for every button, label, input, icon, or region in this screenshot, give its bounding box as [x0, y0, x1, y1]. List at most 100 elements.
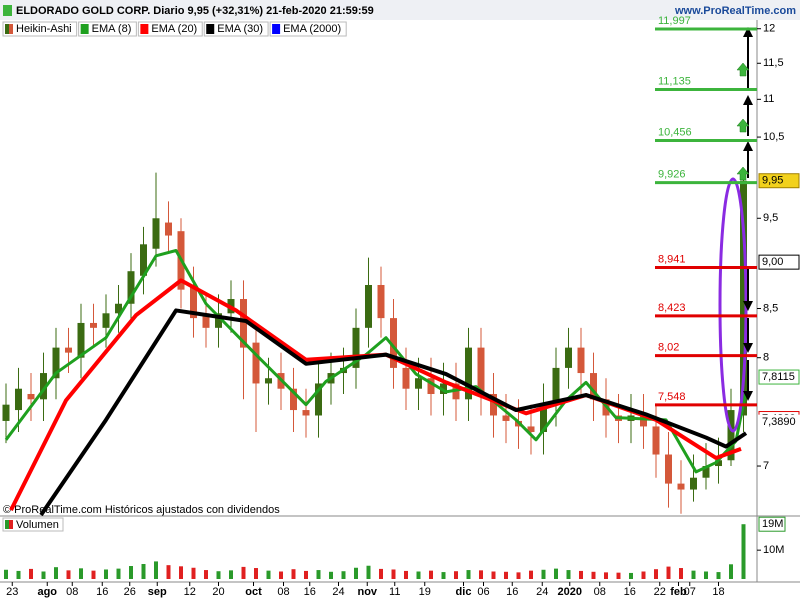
candle-body [677, 483, 685, 490]
legend-swatch [9, 24, 13, 34]
price-marker [758, 254, 800, 270]
candle-body [77, 322, 85, 358]
candle-body [715, 460, 722, 467]
volume-bar [591, 571, 596, 579]
ema-line [4, 249, 748, 474]
level-label: 11,997 [658, 15, 691, 27]
candle-body [565, 347, 572, 368]
legend-swatch [140, 24, 149, 34]
y-tick-label: 10,5 [763, 131, 784, 143]
legend-box [78, 21, 137, 37]
volume-bar [79, 568, 83, 579]
volume-bar [266, 570, 271, 579]
volume-bar [479, 570, 483, 579]
volume-bar [154, 561, 158, 579]
header-bar [0, 0, 800, 20]
level-label: 11,135 [658, 75, 691, 87]
volume-bar [316, 570, 321, 579]
legend-box [137, 21, 203, 37]
candle-body [502, 415, 510, 421]
x-tick-label: 16 [506, 586, 518, 598]
legend-label: EMA (2000) [283, 23, 341, 35]
x-tick-label: ago [37, 586, 57, 598]
legend-box [203, 21, 269, 37]
x-tick-label: 07 [684, 586, 696, 598]
volume-bar [641, 571, 646, 579]
candle-body [415, 378, 422, 389]
x-tick-label: 26 [124, 586, 136, 598]
candle-body [465, 347, 472, 400]
candle-body [2, 404, 10, 421]
candle-body [140, 244, 147, 276]
y-tick-label: 9,5 [763, 212, 778, 224]
legend-label: EMA (30) [217, 23, 263, 35]
y-tick-label: 11,5 [763, 57, 784, 69]
volume-bar [441, 572, 446, 579]
y-tick-label: 11 [763, 93, 774, 105]
y-tick-label: 12 [763, 23, 775, 35]
price-marker [758, 173, 800, 189]
x-tick-label: 12 [184, 586, 196, 598]
volume-marker-label: 19M [762, 518, 783, 530]
volume-bar [354, 567, 358, 579]
candle-body [265, 378, 272, 384]
volume-bar [616, 572, 621, 579]
candle-body [427, 378, 435, 394]
candle-body [477, 347, 485, 394]
candle-body [352, 327, 360, 368]
volume-bar [241, 566, 246, 579]
volume-bar [291, 569, 296, 579]
volume-bar [404, 570, 408, 579]
level-label: 9,926 [658, 169, 686, 181]
candle-body [390, 318, 397, 368]
volume-bar [116, 568, 121, 579]
volume-bar [729, 564, 733, 579]
volume-bar [454, 571, 458, 579]
volume-bar [54, 567, 58, 579]
candle-body [527, 426, 535, 432]
site: www.ProRealTime.com [674, 5, 796, 17]
volume-bar [541, 569, 546, 579]
candle-body [490, 393, 497, 416]
volume-bar [629, 572, 633, 579]
volume-bar [566, 570, 571, 579]
level-label: 8,941 [658, 253, 686, 265]
x-tick-label: 11 [389, 586, 400, 598]
volume-bar [16, 570, 21, 579]
candle-body [202, 313, 210, 328]
level-label: 10,456 [658, 126, 692, 138]
x-tick-label: 23 [6, 586, 18, 598]
legend-label: EMA (8) [92, 23, 132, 35]
volume-bar [141, 564, 146, 579]
volume-bar [66, 570, 71, 579]
volume-bar [4, 569, 8, 579]
price-marker [758, 414, 800, 430]
volume-bar [329, 571, 333, 579]
volume-bar [379, 568, 383, 579]
volume-bar [704, 571, 708, 579]
candle-body [315, 383, 322, 416]
level-label: 8,02 [658, 342, 679, 354]
legend-swatch [272, 24, 281, 34]
volume-bar [229, 570, 233, 579]
candle-body [652, 426, 660, 455]
price-marker-label: 9,00 [762, 256, 783, 268]
volume-bar [304, 570, 308, 579]
volume-bar [391, 569, 396, 579]
candle-body [702, 466, 710, 478]
legend-swatch [80, 24, 89, 34]
candle-body [240, 299, 247, 348]
x-tick-label: sep [148, 586, 167, 598]
candle-body [727, 410, 735, 461]
volume-bar [429, 570, 433, 579]
x-tick-label: 16 [304, 586, 316, 598]
y-tick-label: 7 [763, 460, 769, 472]
price-marker [758, 369, 800, 385]
chart-title: ELDORADO GOLD CORP. Diario 9,95 (+32,31%… [16, 5, 374, 17]
volume-bar [529, 570, 533, 579]
small-arrows [736, 62, 750, 181]
candle-body [65, 347, 72, 353]
candle-body [402, 367, 410, 389]
legend-box [2, 517, 64, 532]
